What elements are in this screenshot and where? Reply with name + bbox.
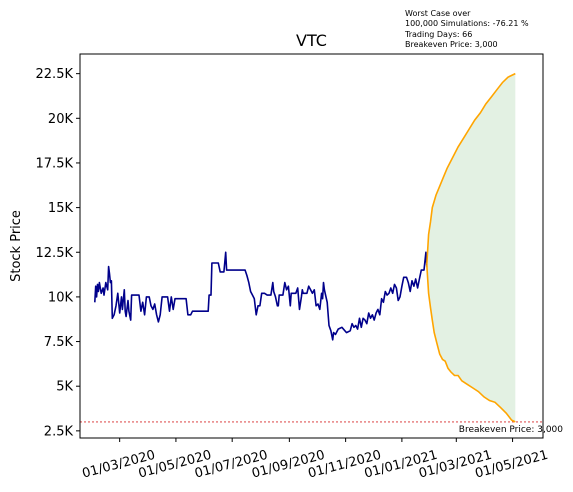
y-tick-label: 10K	[48, 290, 74, 305]
y-tick-label: 22.5K	[36, 67, 74, 82]
y-tick-label: 15K	[48, 201, 74, 216]
annotation-line-4: Breakeven Price: 3,000	[405, 40, 498, 49]
simulation-lower-line	[426, 264, 516, 423]
y-tick-label: 5K	[56, 380, 73, 395]
simulation-range-fill	[426, 73, 516, 422]
y-tick-label: 12.5K	[36, 246, 74, 261]
annotation-line-1: Worst Case over	[405, 9, 471, 18]
simulation-upper-line	[426, 72, 516, 265]
historical-price-line	[94, 251, 428, 341]
x-axis-ticks: 01/03/202001/05/202001/07/202001/09/2020…	[81, 438, 550, 482]
y-tick-label: 17.5K	[36, 156, 74, 171]
y-axis-ticks: 2.5K 5K 7.5K 10K 12.5K 15K 17.5K 20K 22.5K	[36, 67, 80, 439]
chart-title: VTC	[296, 31, 327, 50]
annotation-line-2: 100,000 Simulations: -76.21 %	[405, 19, 529, 28]
y-axis-label: Stock Price	[9, 210, 24, 282]
y-tick-label: 7.5K	[44, 335, 74, 350]
y-tick-label: 20K	[48, 112, 74, 127]
simulation-annotation: Worst Case over 100,000 Simulations: -76…	[404, 9, 529, 49]
breakeven-label: Breakeven Price: 3,000	[459, 425, 563, 435]
y-tick-label: 2.5K	[44, 424, 74, 439]
annotation-line-3: Trading Days: 66	[404, 30, 472, 39]
plot-frame	[79, 53, 544, 439]
